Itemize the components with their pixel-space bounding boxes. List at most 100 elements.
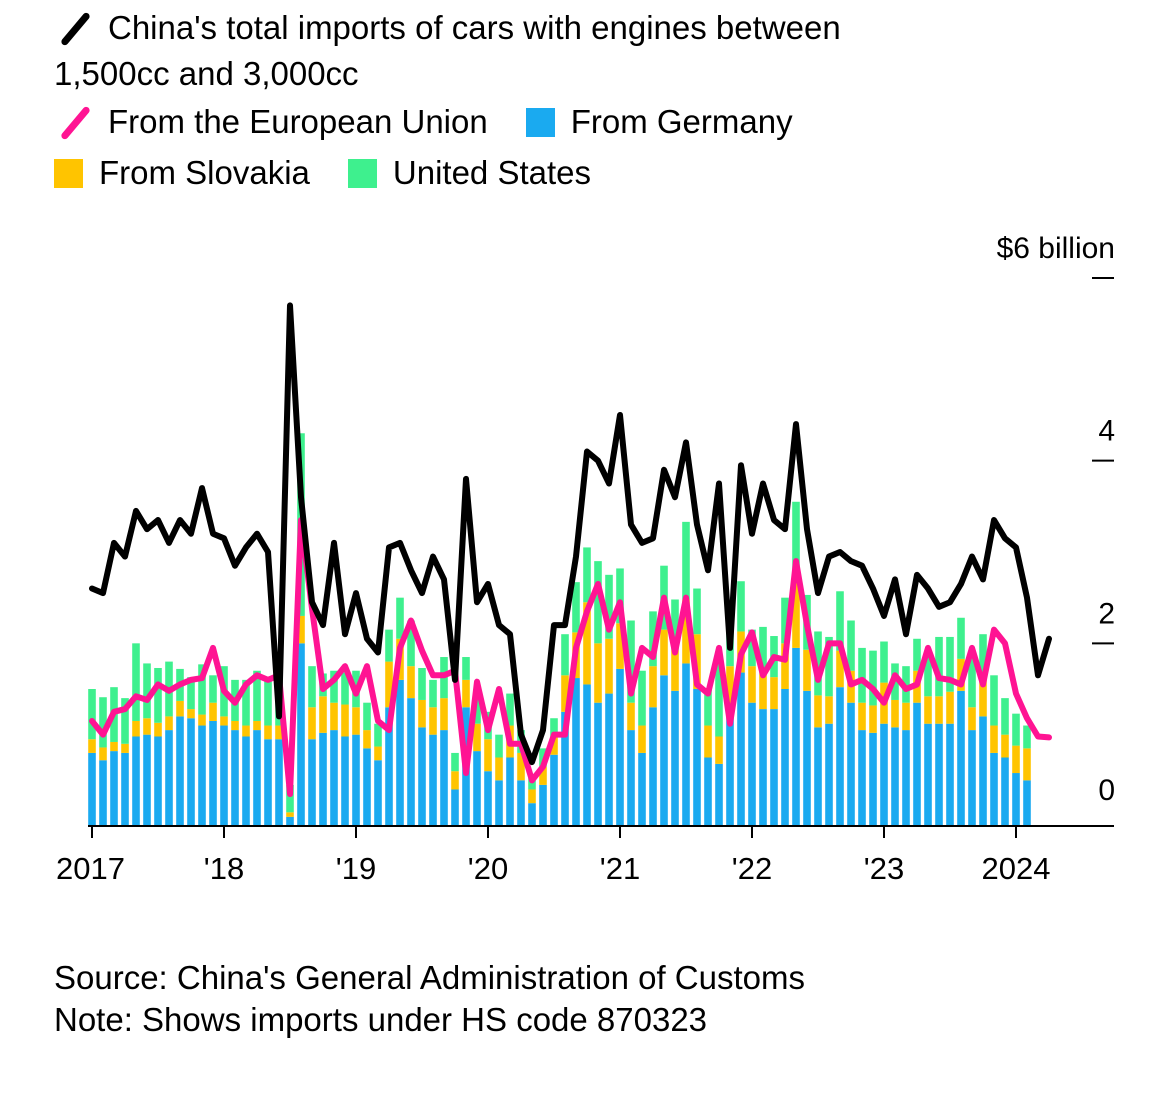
bar-united-states xyxy=(627,620,635,703)
bar-united-states xyxy=(286,784,294,813)
bar-united-states xyxy=(143,663,151,719)
x-tick-label: '21 xyxy=(600,851,640,886)
bar-united-states xyxy=(792,501,800,571)
bar-united-states xyxy=(748,629,756,667)
bar-united-states xyxy=(737,581,745,632)
bar-germany xyxy=(517,780,525,826)
bar-united-states xyxy=(693,588,701,635)
bar-united-states xyxy=(429,679,437,708)
bar-germany xyxy=(99,760,107,826)
bar-united-states xyxy=(495,734,503,758)
bar-germany xyxy=(902,730,910,826)
chart-notes: Source: China's General Administration o… xyxy=(54,957,805,1041)
bar-slovakia xyxy=(935,696,943,724)
bar-united-states xyxy=(374,723,382,747)
bar-germany xyxy=(506,757,514,826)
bar-united-states xyxy=(88,689,96,740)
bar-germany xyxy=(132,736,140,826)
bar-slovakia xyxy=(297,615,305,644)
bar-slovakia xyxy=(176,700,184,717)
bar-germany xyxy=(671,690,679,826)
bar-germany xyxy=(957,690,965,826)
bar-slovakia xyxy=(715,736,723,764)
bar-united-states xyxy=(396,597,404,639)
bar-united-states xyxy=(605,574,613,639)
bar-germany xyxy=(1023,780,1031,826)
bar-slovakia xyxy=(627,702,635,731)
bar-germany xyxy=(638,752,646,826)
bar-united-states xyxy=(572,582,580,633)
bar-germany xyxy=(418,727,426,826)
bar-slovakia xyxy=(418,699,426,728)
legend-us-swatch xyxy=(347,158,377,188)
bar-united-states xyxy=(759,626,767,673)
note-text: Note: Shows imports under HS code 870323 xyxy=(54,1001,708,1038)
legend-item-total: China's total imports of cars with engin… xyxy=(54,8,841,48)
bar-germany xyxy=(737,672,745,826)
bar-germany xyxy=(924,723,932,826)
bar-germany xyxy=(121,752,129,826)
bar-united-states xyxy=(121,698,129,744)
bar-germany xyxy=(880,723,888,826)
bar-united-states xyxy=(308,666,316,708)
x-tick-label: 2024 xyxy=(982,851,1051,886)
legend-total-line-mark xyxy=(59,11,92,47)
bar-slovakia xyxy=(605,638,613,694)
bar-slovakia xyxy=(528,789,536,804)
bar-germany xyxy=(176,716,184,826)
bar-slovakia xyxy=(660,629,668,676)
bar-slovakia xyxy=(539,766,547,785)
bar-slovakia xyxy=(374,746,382,761)
bar-germany xyxy=(110,751,118,826)
bar-united-states xyxy=(462,657,470,680)
bar-united-states xyxy=(363,702,371,731)
bar-slovakia xyxy=(770,677,778,710)
bar-germany xyxy=(484,771,492,826)
axis-layer: 0 2 4 $6 billion 2017 '18 '19 '20 '21 '22 '23 2024 xyxy=(56,232,1115,886)
bar-layer xyxy=(88,433,1031,826)
bar-united-states xyxy=(616,568,624,624)
bar-slovakia xyxy=(869,705,877,733)
bar-germany xyxy=(891,727,899,826)
bar-germany xyxy=(847,702,855,826)
bar-united-states xyxy=(330,670,338,703)
bar-united-states xyxy=(561,634,569,676)
bar-germany xyxy=(979,716,987,826)
bar-germany xyxy=(231,730,239,826)
bar-germany xyxy=(308,739,316,826)
bar-united-states xyxy=(990,675,998,726)
bar-germany xyxy=(154,736,162,826)
bar-united-states xyxy=(253,670,261,721)
bar-germany xyxy=(407,698,415,826)
legend-row-3: From the European Union From Germany xyxy=(54,102,793,142)
bar-germany xyxy=(693,689,701,826)
bar-slovakia xyxy=(792,570,800,648)
bar-slovakia xyxy=(341,704,349,737)
bar-slovakia xyxy=(616,623,624,669)
bar-united-states xyxy=(451,752,459,772)
bar-united-states xyxy=(858,647,866,703)
bar-united-states xyxy=(880,641,888,683)
bar-slovakia xyxy=(88,739,96,753)
bar-slovakia xyxy=(979,679,987,717)
bar-slovakia xyxy=(858,702,866,731)
bar-slovakia xyxy=(484,739,492,772)
chart-plot: 0 2 4 $6 billion 2017 '18 '19 '20 '21 '22 '23 2024 xyxy=(56,232,1115,886)
bar-germany xyxy=(990,752,998,826)
bar-united-states xyxy=(1023,725,1031,749)
legend-total-label-2: 1,500cc and 3,000cc xyxy=(54,55,359,92)
x-tick-label: '20 xyxy=(468,851,508,886)
bar-germany xyxy=(561,711,569,826)
bar-germany xyxy=(858,730,866,826)
bar-united-states xyxy=(979,634,987,680)
bar-germany xyxy=(726,711,734,826)
bar-slovakia xyxy=(220,716,228,726)
bar-germany xyxy=(429,734,437,826)
bar-united-states xyxy=(946,636,954,692)
bar-germany xyxy=(715,763,723,826)
bar-united-states xyxy=(209,675,217,703)
bar-germany xyxy=(352,734,360,826)
bar-slovakia xyxy=(275,725,283,740)
bar-germany xyxy=(220,725,228,826)
bar-united-states xyxy=(649,611,657,667)
